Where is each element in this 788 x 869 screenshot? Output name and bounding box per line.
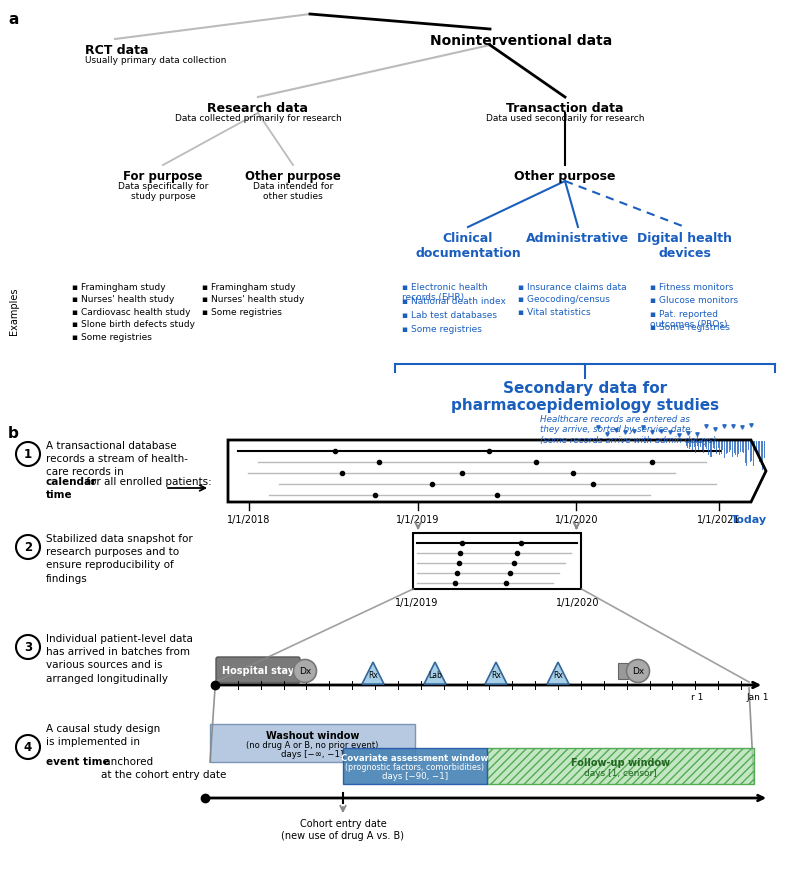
Text: 1/1/2019: 1/1/2019 [396,597,439,607]
Text: A causal study design
is implemented in: A causal study design is implemented in [46,723,160,760]
Text: ▪ Framingham study: ▪ Framingham study [72,282,165,292]
Text: Rx: Rx [491,670,501,679]
Text: Data specifically for
study purpose: Data specifically for study purpose [118,182,208,201]
Text: Usually primary data collection: Usually primary data collection [85,56,226,65]
Text: ▪ Geocoding/census: ▪ Geocoding/census [518,295,610,304]
Text: days [1, censor]: days [1, censor] [584,768,657,777]
Bar [487,748,754,784]
Text: A transactional database
records a stream of health-
care records in: A transactional database records a strea… [46,441,188,477]
Text: ▪ Pat. reported
outcomes (PROs): ▪ Pat. reported outcomes (PROs) [650,309,727,329]
Text: ▪ Cardiovasc health study: ▪ Cardiovasc health study [72,308,191,316]
Text: Covariate assessment window: Covariate assessment window [341,753,489,762]
Ellipse shape [293,660,317,683]
Text: Today: Today [731,514,768,524]
Text: 1/1/2020: 1/1/2020 [555,514,598,524]
Polygon shape [485,662,507,684]
Text: Research data: Research data [207,102,308,115]
Text: b: b [8,426,19,441]
Text: (no drug A or B, no prior event): (no drug A or B, no prior event) [247,740,379,749]
Text: r 1: r 1 [691,693,703,701]
Text: Individual patient-level data
has arrived in batches from
various sources and is: Individual patient-level data has arrive… [46,634,193,683]
Text: ▪ Some registries: ▪ Some registries [72,333,152,342]
Text: ▪ National death index: ▪ National death index [402,296,506,306]
Text: 1: 1 [24,448,32,461]
Text: Jan 1: Jan 1 [747,693,769,701]
Bar [210,724,415,762]
Text: event time: event time [46,756,110,766]
Text: ▪ Vital statistics: ▪ Vital statistics [518,308,591,316]
Text: Digital health
devices: Digital health devices [637,232,733,260]
Text: ▪ Some registries: ▪ Some registries [402,325,482,334]
Text: Rx: Rx [368,670,378,679]
Text: anchored
at the cohort entry date: anchored at the cohort entry date [101,756,226,779]
Text: Data used secondarily for research: Data used secondarily for research [485,114,645,123]
Text: ▪ Glucose monitors: ▪ Glucose monitors [650,296,738,305]
Text: ▪ Some registries: ▪ Some registries [650,323,730,332]
Text: ▪ Nurses' health study: ▪ Nurses' health study [202,295,304,304]
Text: ▪ Some registries: ▪ Some registries [202,308,282,316]
Text: Data intended for
other studies: Data intended for other studies [253,182,333,201]
Text: Cohort entry date
(new use of drug A vs. B): Cohort entry date (new use of drug A vs.… [281,818,404,839]
Circle shape [16,635,40,660]
Text: 1/1/2020: 1/1/2020 [556,597,599,607]
Text: (prognostic factors, comorbidities): (prognostic factors, comorbidities) [345,762,485,771]
Polygon shape [424,662,446,684]
Text: ▪ Insurance claims data: ▪ Insurance claims data [518,282,626,292]
FancyBboxPatch shape [216,657,300,683]
Text: calendar
time: calendar time [46,476,97,500]
Text: Secondary data for
pharmacoepidemiology studies: Secondary data for pharmacoepidemiology … [451,381,719,413]
Text: Data collected primarily for research: Data collected primarily for research [175,114,341,123]
Text: Dx: Dx [299,667,311,676]
Text: days [−90, −1]: days [−90, −1] [382,771,448,780]
Text: Stabilized data snapshot for
research purposes and to
ensure reproducibility of
: Stabilized data snapshot for research pu… [46,534,193,583]
Text: a: a [8,12,18,27]
Text: For purpose: For purpose [123,169,203,182]
Text: RCT data: RCT data [85,44,148,57]
Text: 3: 3 [24,640,32,653]
Bar [487,748,754,784]
Ellipse shape [626,660,649,683]
Text: 1/1/2019: 1/1/2019 [396,514,440,524]
Text: 1/1/2021: 1/1/2021 [697,514,741,524]
Text: 2: 2 [24,541,32,554]
Circle shape [16,442,40,467]
Text: 4: 4 [24,740,32,753]
Text: 1/1/2018: 1/1/2018 [228,514,271,524]
Text: ▪ Slone birth defects study: ▪ Slone birth defects study [72,320,195,329]
Text: ▪ Nurses' health study: ▪ Nurses' health study [72,295,174,304]
Text: Lab: Lab [428,670,442,679]
Polygon shape [547,662,569,684]
Text: Clinical
documentation: Clinical documentation [415,232,521,260]
Text: Follow-up window: Follow-up window [571,757,670,767]
Text: ▪ Electronic health
records (EHR): ▪ Electronic health records (EHR) [402,282,488,302]
Text: Transaction data: Transaction data [506,102,624,115]
Circle shape [16,735,40,760]
Circle shape [16,535,40,560]
Polygon shape [362,662,384,684]
Text: Noninterventional data: Noninterventional data [430,34,612,48]
Text: Other purpose: Other purpose [515,169,615,182]
Text: Dx: Dx [632,667,644,676]
Bar [618,663,628,680]
Text: Hospital stay: Hospital stay [222,666,294,675]
Text: Rx: Rx [553,670,563,679]
Text: Healthcare records are entered as
they arrive, sorted by service date.
(some rec: Healthcare records are entered as they a… [540,415,716,444]
Text: ▪ Fitness monitors: ▪ Fitness monitors [650,282,734,292]
Text: ▪ Framingham study: ▪ Framingham study [202,282,296,292]
Text: ▪ Lab test databases: ▪ Lab test databases [402,310,497,320]
Text: Other purpose: Other purpose [245,169,341,182]
Text: Administrative: Administrative [526,232,630,245]
Text: Washout window: Washout window [266,730,359,740]
Text: Examples: Examples [9,287,19,335]
Text: for all enrolled patients:: for all enrolled patients: [83,476,212,487]
Text: days [−∞, −1]: days [−∞, −1] [281,749,344,758]
Bar [343,748,487,784]
Bar [413,534,582,589]
